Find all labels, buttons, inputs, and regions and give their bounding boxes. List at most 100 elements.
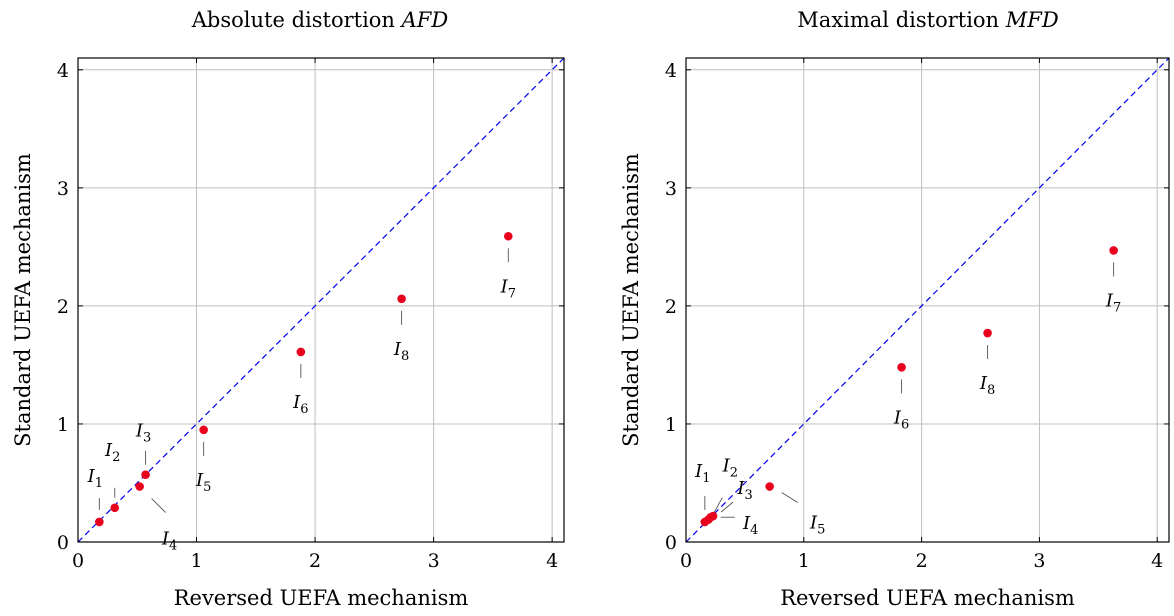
chart-2-label-i4: I4 bbox=[742, 513, 758, 538]
chart-2-label-i6: I6 bbox=[893, 407, 909, 432]
chart-2-xtick-label: 2 bbox=[916, 550, 928, 572]
chart-1-ytick-label: 3 bbox=[57, 178, 69, 200]
chart-2-label-i4-sub: 4 bbox=[750, 523, 758, 538]
chart-1-xtick-label: 0 bbox=[72, 550, 84, 572]
chart-1-point-i4 bbox=[135, 482, 144, 491]
chart-1-label-i5-name: I bbox=[195, 470, 204, 491]
chart-2-xtick-label: 3 bbox=[1033, 550, 1045, 572]
chart-1-label-i4-name: I bbox=[161, 529, 170, 550]
chart-1-frame bbox=[77, 57, 565, 543]
chart-1-point-i5 bbox=[199, 425, 208, 435]
chart-1-label-i7-name: I bbox=[500, 276, 509, 297]
chart-1-label-i4: I4 bbox=[161, 529, 177, 554]
chart-2-title: Maximal distortion MFD bbox=[797, 8, 1059, 32]
chart-1-ytick-label: 0 bbox=[57, 532, 69, 554]
chart-2-label-i5-sub: 5 bbox=[817, 523, 825, 538]
chart-1-label-i1-name: I bbox=[87, 466, 96, 487]
chart-1-xtick-label: 2 bbox=[309, 550, 321, 572]
chart-1-label-i7-sub: 7 bbox=[508, 286, 516, 301]
chart-1-label-i3: I3 bbox=[135, 421, 151, 446]
chart-2-point-i7 bbox=[1109, 246, 1118, 255]
chart-2-xtick-label: 4 bbox=[1151, 550, 1163, 572]
chart-1-label-i3-name: I bbox=[135, 421, 144, 442]
chart-1-leader-i4 bbox=[151, 498, 166, 513]
chart-2-title-italic: MFD bbox=[1005, 8, 1059, 32]
chart-2-label-i6-name: I bbox=[893, 407, 902, 428]
chart-2-label-i8: I8 bbox=[979, 373, 995, 398]
chart-1-label-i2-name: I bbox=[104, 440, 113, 461]
chart-2-label-i5: I5 bbox=[809, 513, 825, 538]
chart-1-xlabel: Reversed UEFA mechanism bbox=[174, 586, 469, 610]
chart-1-point-i8 bbox=[397, 294, 406, 304]
chart-1-label-i4-sub: 4 bbox=[169, 539, 177, 554]
chart-2-ytick-label: 1 bbox=[665, 414, 677, 436]
chart-1-point-i7 bbox=[503, 231, 513, 241]
chart-1-label-i7: I7 bbox=[500, 276, 516, 301]
chart-2-label-i8-name: I bbox=[979, 373, 988, 394]
chart-2-label-i4-name: I bbox=[742, 513, 751, 534]
chart-1-title-text: Absolute distortion bbox=[191, 8, 402, 32]
chart-1-label-i8-sub: 8 bbox=[401, 349, 409, 364]
chart-1-label-i6-sub: 6 bbox=[300, 402, 308, 417]
chart-1-label-i1: I1 bbox=[87, 466, 103, 491]
chart-1-title-italic: AFD bbox=[400, 8, 449, 32]
chart-2-label-i1-name: I bbox=[694, 461, 703, 482]
chart-1-label-i6: I6 bbox=[292, 392, 308, 417]
chart-2-title-text: Maximal distortion bbox=[797, 8, 1005, 32]
chart-1-label-i2-sub: 2 bbox=[112, 450, 120, 465]
chart-2-leader-i5 bbox=[781, 492, 798, 503]
chart-2-ytick-label: 3 bbox=[665, 178, 677, 200]
chart-2-label-i2: I2 bbox=[722, 456, 738, 481]
chart-2-label-i7-sub: 7 bbox=[1113, 300, 1121, 315]
chart-2-reference-line bbox=[685, 57, 1170, 543]
chart-1-label-i2: I2 bbox=[104, 440, 120, 465]
chart-2-ytick-label: 2 bbox=[665, 296, 677, 318]
chart-2-label-i5-name: I bbox=[809, 513, 818, 534]
chart-1-ytick-label: 1 bbox=[57, 414, 69, 436]
chart-1-label-i5-sub: 5 bbox=[203, 480, 211, 495]
chart-1-label-i1-sub: 1 bbox=[95, 476, 103, 491]
chart-1-reference-line bbox=[77, 57, 565, 543]
chart-2-xtick-label: 1 bbox=[798, 550, 810, 572]
chart-1-ytick-label: 2 bbox=[57, 296, 69, 318]
chart-2-label-i3-sub: 3 bbox=[745, 488, 753, 503]
chart-1-label-i5: I5 bbox=[195, 470, 211, 495]
chart-2-label-i6-sub: 6 bbox=[901, 417, 909, 432]
chart-2-label-i1: I1 bbox=[694, 461, 710, 486]
chart-1-ytick-label: 4 bbox=[57, 60, 69, 82]
chart-2-label-i3-name: I bbox=[736, 478, 745, 499]
chart-2-label-i3: I3 bbox=[736, 478, 752, 503]
chart-1-point-i2 bbox=[110, 503, 120, 513]
chart-2-point-i4 bbox=[706, 512, 716, 522]
chart-2-ytick-label: 0 bbox=[665, 532, 677, 554]
chart-2-label-i7-name: I bbox=[1105, 290, 1114, 311]
chart-2-ytick-label: 4 bbox=[665, 60, 677, 82]
chart-1-title: Absolute distortion AFD bbox=[191, 8, 449, 32]
chart-2-label-i2-sub: 2 bbox=[730, 466, 738, 481]
chart-2-frame bbox=[685, 57, 1170, 543]
chart-1-point-i1 bbox=[95, 517, 104, 527]
chart-2-xtick-label: 0 bbox=[680, 550, 692, 572]
chart-2-label-i8-sub: 8 bbox=[987, 383, 995, 398]
chart-1-xtick-label: 4 bbox=[546, 550, 558, 572]
chart-1-point-i6 bbox=[296, 347, 306, 357]
chart-1-label-i6-name: I bbox=[292, 392, 301, 413]
chart-2-label-i1-sub: 1 bbox=[702, 471, 710, 486]
chart-2-point-i5 bbox=[765, 482, 774, 491]
chart-1-point-i3 bbox=[141, 470, 150, 480]
chart-2-label-i2-name: I bbox=[722, 456, 731, 477]
chart-1-label-i8-name: I bbox=[393, 339, 402, 360]
chart-2-leader-i3 bbox=[720, 501, 734, 513]
chart-2-label-i7: I7 bbox=[1105, 290, 1121, 315]
chart-2-xlabel: Reversed UEFA mechanism bbox=[780, 586, 1075, 610]
chart-2-point-i8 bbox=[983, 328, 992, 338]
chart-1-label-i3-sub: 3 bbox=[143, 431, 151, 446]
chart-2-ylabel: Standard UEFA mechanism bbox=[619, 153, 643, 447]
chart-1-label-i8: I8 bbox=[393, 339, 409, 364]
chart-1-ylabel: Standard UEFA mechanism bbox=[11, 153, 35, 447]
chart-2-point-i6 bbox=[897, 362, 906, 372]
chart-1-xtick-label: 3 bbox=[428, 550, 440, 572]
